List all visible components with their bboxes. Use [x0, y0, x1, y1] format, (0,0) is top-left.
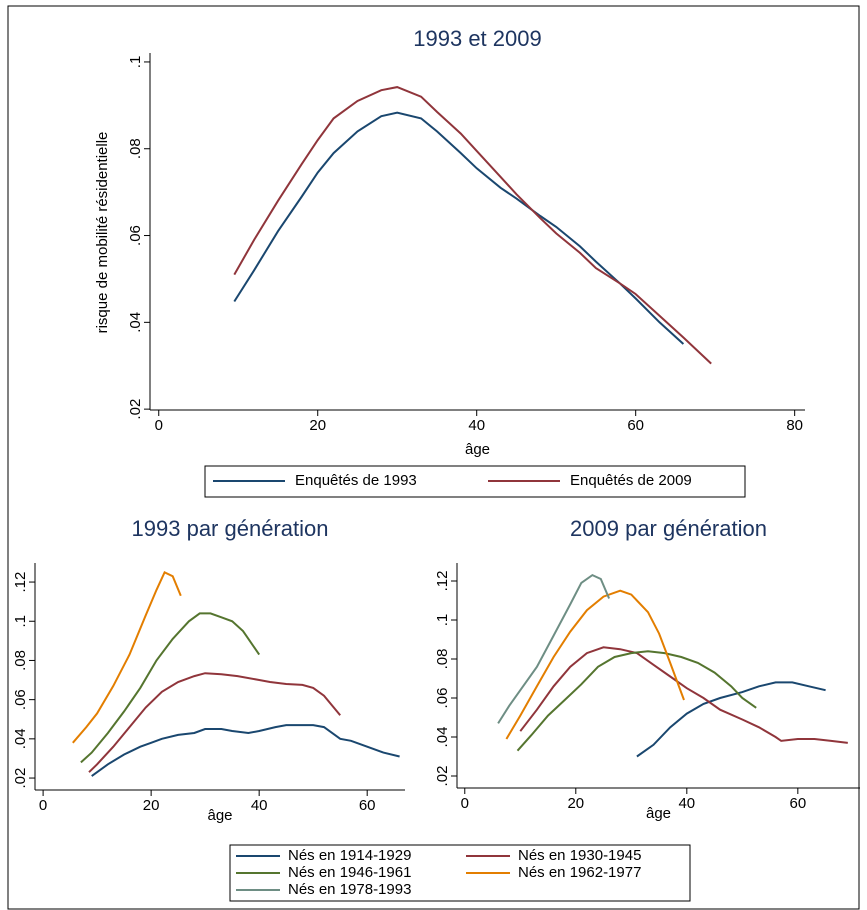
line-series: Nés en 1946-1961 — [80, 612, 261, 764]
x-tick-label: 80 — [786, 417, 803, 434]
y-tick-label: .06 — [12, 689, 29, 710]
y-tick-label: .1 — [434, 614, 451, 627]
legend-label: Enquêtés de 2009 — [570, 472, 692, 489]
y-tick-label: .08 — [127, 138, 144, 159]
x-tick-label: 20 — [143, 797, 160, 814]
x-tick-label: 40 — [678, 795, 695, 812]
x-tick-label: 60 — [627, 417, 644, 434]
x-tick-label: 60 — [789, 795, 806, 812]
legend-box — [229, 844, 691, 902]
legend-label: Nés en 1962-1977 — [518, 864, 641, 881]
y-tick-label: .12 — [434, 571, 451, 592]
line-series: Nés en 1962-1977 — [72, 570, 182, 744]
y-tick-label: .04 — [434, 727, 451, 748]
x-tick-label: 40 — [468, 417, 485, 434]
chart-title: 2009 par génération — [570, 516, 767, 541]
line-series: Nés en 1962-1977 — [505, 589, 685, 740]
chart-title: 1993 par génération — [132, 516, 329, 541]
y-tick-label: .12 — [12, 572, 29, 593]
line-series: Nés en 1930-1945 — [519, 646, 848, 744]
line-series: Nés en 1930-1945 — [88, 672, 341, 773]
x-tick-label: 20 — [567, 795, 584, 812]
y-tick-label: .06 — [434, 688, 451, 709]
x-tick-label: 0 — [155, 417, 163, 434]
y-tick-label: .08 — [434, 649, 451, 670]
x-tick-label: 60 — [359, 797, 376, 814]
line-series: Nés en 1914-1929 — [91, 724, 400, 777]
y-tick-label: .1 — [12, 615, 29, 628]
chart-title: 1993 et 2009 — [413, 26, 541, 51]
line-series: Nés en 1978-1993 — [497, 573, 611, 724]
legend-box — [204, 465, 746, 498]
y-tick-label: .04 — [127, 312, 144, 333]
x-axis-title: âge — [646, 805, 671, 822]
x-axis-title: âge — [207, 807, 232, 824]
line-series: Enquêtés de 1993 — [233, 111, 685, 345]
line-series: Nés en 1946-1961 — [516, 650, 757, 752]
y-tick-label: .06 — [127, 225, 144, 246]
legend-label: Nés en 1978-1993 — [288, 881, 411, 898]
legend-label: Nés en 1946-1961 — [288, 864, 411, 881]
x-tick-label: 20 — [309, 417, 326, 434]
y-tick-label: .04 — [12, 728, 29, 749]
x-axis-title: âge — [465, 441, 490, 458]
y-tick-label: .02 — [127, 399, 144, 420]
line-series: Nés en 1914-1929 — [636, 681, 826, 758]
legend-label: Nés en 1914-1929 — [288, 847, 411, 864]
y-tick-label: .08 — [12, 650, 29, 671]
line-series: Enquêtés de 2009 — [233, 86, 712, 365]
x-tick-label: 0 — [461, 795, 469, 812]
legend-label: Nés en 1930-1945 — [518, 847, 641, 864]
legend-label: Enquêtés de 1993 — [295, 472, 417, 489]
y-axis-title: risque de mobilité résidentielle — [94, 132, 111, 334]
y-tick-label: .02 — [434, 766, 451, 787]
y-tick-label: .1 — [127, 56, 144, 69]
x-tick-label: 0 — [39, 797, 47, 814]
x-tick-label: 40 — [251, 797, 268, 814]
y-tick-label: .02 — [12, 768, 29, 789]
